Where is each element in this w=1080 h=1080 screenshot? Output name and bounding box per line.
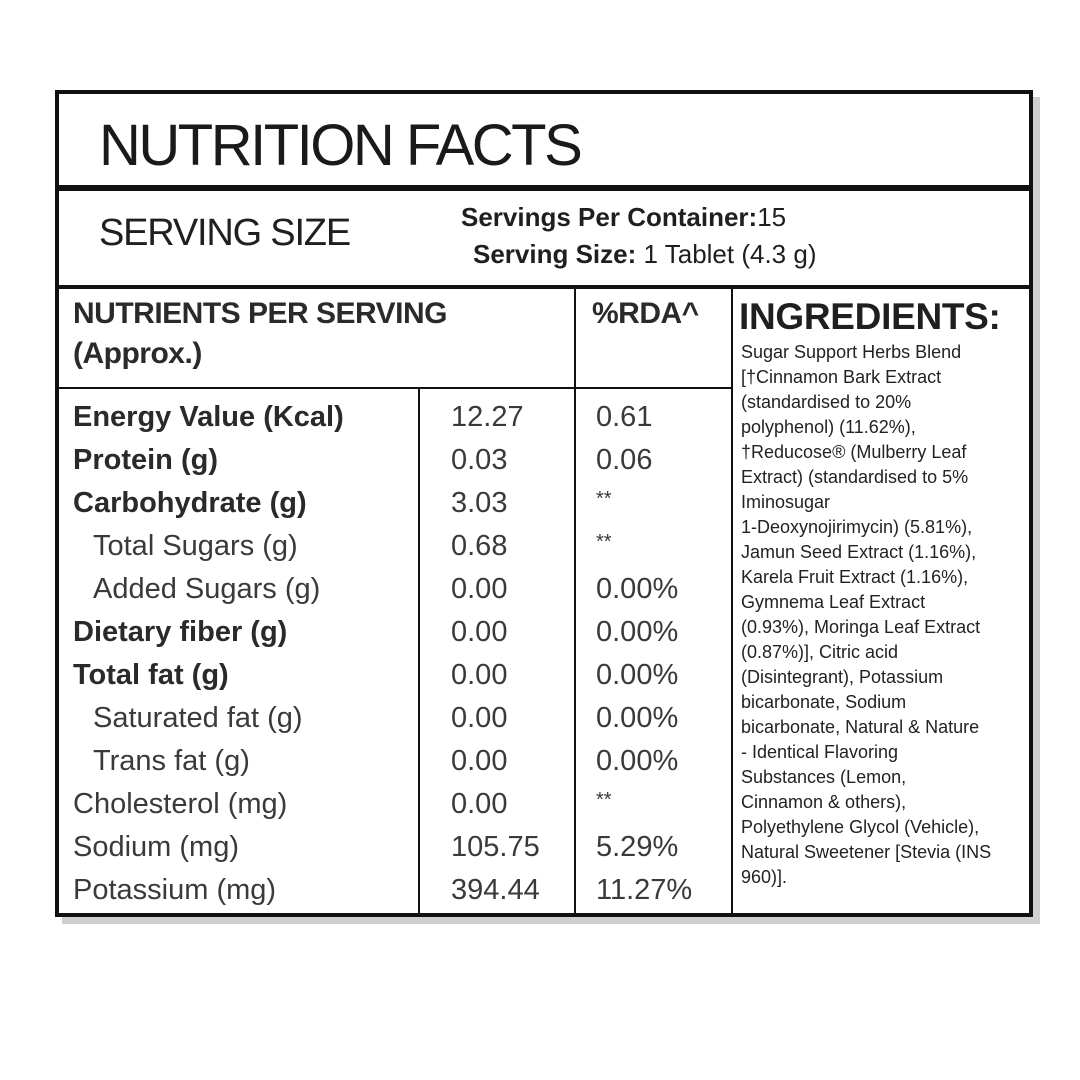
ingredients-line: Gymnema Leaf Extract [741,592,926,612]
nutrient-name: Cholesterol (mg) [73,788,288,820]
table-row: Added Sugars (g) 0.00 0.00% [59,568,729,611]
table-row: Saturated fat (g) 0.00 0.00% [59,697,729,740]
nutrient-name: Total fat (g) [73,659,229,691]
table-row: Carbohydrate (g) 3.03 ** [59,482,729,525]
nutrient-rda: 5.29% [596,831,679,863]
nutrient-name: Protein (g) [73,444,218,476]
ingredients-line: bicarbonate, Sodium [741,692,907,712]
nutrition-label: NUTRITION FACTS SERVING SIZE Servings Pe… [55,90,1033,917]
nutrient-value: 0.00 [451,573,508,605]
divider [59,387,731,389]
ingredients-line: bicarbonate, Natural & Nature [741,717,980,737]
nutrient-rda: 0.06 [596,444,653,476]
ingredients-line: Sugar Support Herbs Blend [741,342,962,362]
table-row: Protein (g) 0.03 0.06 [59,439,729,482]
divider [59,185,1029,191]
ingredients-line: - Identical Flavoring [741,742,899,762]
nutrient-name: Trans fat (g) [93,745,250,777]
nutrient-rda: 0.00% [596,616,679,648]
ingredients-line: Karela Fruit Extract (1.16%), [741,567,969,587]
table-row: Dietary fiber (g) 0.00 0.00% [59,611,729,654]
nutrient-rda: 11.27% [596,874,693,906]
nutrient-name: Sodium (mg) [73,831,239,863]
table-row: Trans fat (g) 0.00 0.00% [59,740,729,783]
ingredients-line: Cinnamon & others), [741,792,907,812]
nutrient-value: 0.00 [451,659,508,691]
label-title: NUTRITION FACTS [99,113,583,178]
ingredients-line: Polyethylene Glycol (Vehicle), [741,817,980,837]
ingredients-line: [†Cinnamon Bark Extract [741,367,942,387]
nutrient-rda: ** [596,488,612,510]
ingredients-line: (0.93%), Moringa Leaf Extract [741,617,981,637]
nutrient-rda: 0.00% [596,659,679,691]
nutrient-rda: 0.00% [596,702,679,734]
nutrient-value: 0.00 [451,745,508,777]
nutrient-name: Carbohydrate (g) [73,487,307,519]
ingredients-line: (standardised to 20% [741,392,912,412]
serving-size-heading: SERVING SIZE [99,212,351,254]
servings-per-container-value: 15 [757,202,787,232]
ingredients-list: Sugar Support Herbs Blend [†Cinnamon Bark… [741,340,991,890]
ingredients-title: INGREDIENTS: [739,296,1001,337]
nutrient-rda: 0.00% [596,745,679,777]
serving-size: Serving Size: 1 Tablet (4.3 g) [473,239,816,270]
ingredients-line: Substances (Lemon, [741,767,907,787]
nutrient-name: Dietary fiber (g) [73,616,288,648]
ingredients-line: Jamun Seed Extract (1.16%), [741,542,977,562]
ingredients-line: (0.87%)], Citric acid [741,642,899,662]
ingredients-line: polyphenol) (11.62%), [741,417,916,437]
column-divider [418,387,420,913]
ingredients-line: Iminosugar [741,492,831,512]
table-row: Cholesterol (mg) 0.00 ** [59,783,729,826]
table-row: Potassium (mg) 394.44 11.27% [59,869,729,912]
ingredients-line: †Reducose® (Mulberry Leaf [741,442,967,462]
nutrient-rda: ** [596,531,612,553]
ingredients-line: Extract) (standardised to 5% [741,467,969,487]
nutrient-value: 105.75 [451,831,540,863]
nutrients-header: NUTRIENTS PER SERVING (Approx.) [73,294,448,374]
nutrients-header-approx: (Approx.) [73,337,202,370]
nutrient-value: 394.44 [451,874,540,906]
servings-per-container: Servings Per Container:15 [461,202,786,233]
ingredients-line: 1-Deoxynojirimycin) (5.81%), [741,517,973,537]
ingredients-line: 960)]. [741,867,788,887]
nutrient-value: 0.00 [451,788,508,820]
nutrient-rda: 0.00% [596,573,679,605]
serving-size-value: 1 Tablet (4.3 g) [643,239,817,269]
nutrient-value: 0.00 [451,616,508,648]
nutrient-rda: 0.61 [596,401,653,433]
nutrient-name: Saturated fat (g) [93,702,303,734]
nutrient-value: 12.27 [451,401,524,433]
column-divider [574,289,576,913]
ingredients-line: (Disintegrant), Potassium [741,667,944,687]
column-divider [731,289,733,913]
nutrient-value: 0.00 [451,702,508,734]
table-row: Energy Value (Kcal) 12.27 0.61 [59,396,729,439]
serving-size-label: Serving Size: [473,239,637,269]
nutrient-value: 0.03 [451,444,508,476]
rda-header: %RDA^ [592,297,699,330]
nutrient-name: Added Sugars (g) [93,573,321,605]
nutrient-name: Total Sugars (g) [93,530,298,562]
table-row: Total Sugars (g) 0.68 ** [59,525,729,568]
table-row: Total fat (g) 0.00 0.00% [59,654,729,697]
nutrient-rda: ** [596,789,612,811]
ingredients-line: Natural Sweetener [Stevia (INS [741,842,992,862]
servings-per-container-label: Servings Per Container: [461,202,758,232]
nutrient-value: 3.03 [451,487,508,519]
nutrient-name: Energy Value (Kcal) [73,401,344,433]
nutrient-value: 0.68 [451,530,508,562]
table-row: Sodium (mg) 105.75 5.29% [59,826,729,869]
nutrients-header-title: NUTRIENTS PER SERVING [73,297,448,330]
nutrient-name: Potassium (mg) [73,874,277,906]
divider [59,285,1029,289]
